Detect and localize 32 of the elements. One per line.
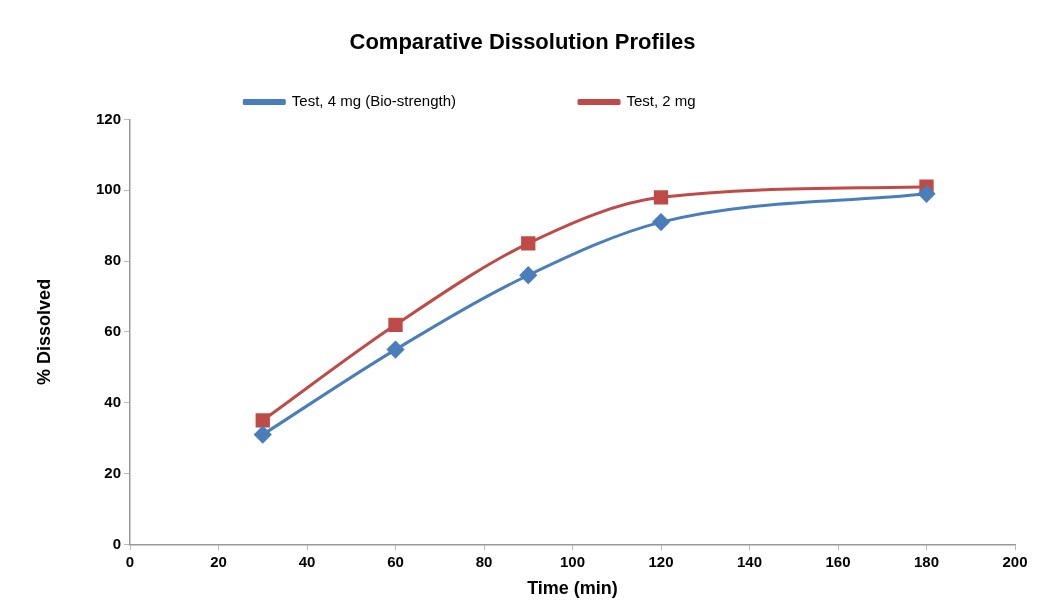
x-tick-label: 0 [125, 552, 135, 570]
x-tick-label: 140 [736, 552, 763, 570]
x-tick-label: 40 [298, 552, 316, 570]
y-tick-label: 100 [95, 180, 121, 198]
x-tick-label: 60 [387, 552, 404, 570]
point [653, 190, 669, 205]
point [388, 317, 403, 332]
y-tick-label: 40 [104, 392, 121, 410]
point [519, 266, 537, 284]
y-axis-title: % Dissolved [33, 278, 54, 385]
point [918, 185, 935, 203]
y-tick-label: 120 [95, 109, 121, 127]
x-tick-label: 80 [475, 552, 493, 570]
x-tick-label: 100 [559, 552, 586, 570]
point [387, 341, 404, 359]
x-tick-label: 20 [210, 552, 227, 570]
x-tick-label: 200 [1002, 552, 1028, 570]
y-tick-label: 80 [104, 251, 121, 269]
x-tick-label: 180 [913, 552, 940, 570]
y-tick-label: 60 [104, 322, 121, 340]
y-tick-label: 20 [104, 463, 121, 481]
legend-label: Test, 4 mg (Bio-strength) [291, 92, 562, 110]
chart-title: Comparative Dissolution Profiles [349, 29, 696, 55]
point [254, 426, 272, 444]
x-tick-label: 160 [825, 552, 851, 570]
point [652, 213, 670, 231]
x-axis-title: Time (min) [527, 578, 618, 599]
x-tick-label: 120 [648, 552, 674, 570]
legend-label: Test, 2 mg [626, 92, 801, 110]
y-tick-label: 0 [112, 534, 121, 552]
point [255, 413, 270, 428]
point [521, 236, 536, 251]
